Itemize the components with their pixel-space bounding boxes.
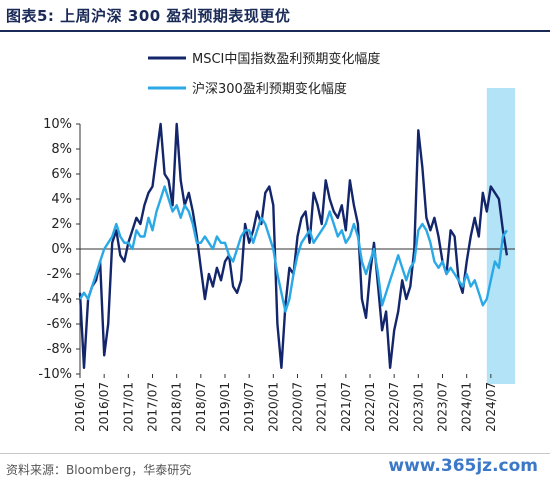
legend-label: MSCI中国指数盈利预期变化幅度 — [192, 51, 380, 67]
x-tick-label: 2019/07 — [242, 382, 256, 432]
x-tick-label: 2020/07 — [291, 382, 305, 432]
x-tick-label: 2019/01 — [218, 382, 232, 432]
x-tick-label: 2022/07 — [387, 382, 401, 432]
x-tick-label: 2022/01 — [363, 382, 377, 432]
msci-series-line — [78, 122, 509, 369]
highlight-band — [486, 88, 515, 384]
source-note: 资料来源：Bloomberg，华泰研究 — [6, 463, 192, 477]
y-tick-label: 0% — [51, 242, 72, 257]
y-tick-label: 10% — [43, 117, 72, 132]
x-tick-label: 2018/01 — [170, 382, 184, 432]
x-tick-label: 2017/01 — [121, 382, 135, 432]
y-tick-label: 4% — [51, 192, 72, 207]
x-tick-label: 2023/01 — [411, 382, 425, 432]
x-tick-label: 2017/07 — [146, 382, 160, 432]
site-watermark: www.365jz.com — [388, 456, 538, 476]
y-tick-label: -6% — [47, 317, 72, 332]
x-tick-label: 2021/01 — [315, 382, 329, 432]
x-tick-label: 2024/01 — [460, 382, 474, 432]
x-tick-label: 2018/07 — [194, 382, 208, 432]
x-tick-label: 2021/07 — [339, 382, 353, 432]
footer-divider — [0, 453, 550, 454]
title-divider — [0, 30, 550, 32]
chart-title: 图表5: 上周沪深 300 盈利预期表现更优 — [6, 7, 291, 25]
line-chart: -10% -8% -6% -4% -2% 0% 2% 4% 6% 8% 10% 2016/01 2016… — [38, 51, 515, 432]
x-tick-label: 2024/07 — [484, 382, 498, 432]
legend-label: 沪深300盈利预期变化幅度 — [192, 81, 347, 97]
x-tick-label: 2016/01 — [73, 382, 87, 432]
x-tick-label: 2020/01 — [266, 382, 280, 432]
y-tick-label: -2% — [47, 267, 72, 282]
x-tick-label: 2023/07 — [436, 382, 450, 432]
y-tick-label: -8% — [47, 342, 72, 357]
x-tick-label: 2016/07 — [97, 382, 111, 432]
y-tick-label: 6% — [51, 167, 72, 182]
y-tick-label: 8% — [51, 142, 72, 157]
y-tick-label: -4% — [47, 292, 72, 307]
y-tick-label: 2% — [51, 217, 72, 232]
y-tick-label: -10% — [38, 367, 72, 382]
title-bar: 图表5: 上周沪深 300 盈利预期表现更优 — [0, 0, 550, 32]
hs300-series-line — [78, 185, 508, 313]
